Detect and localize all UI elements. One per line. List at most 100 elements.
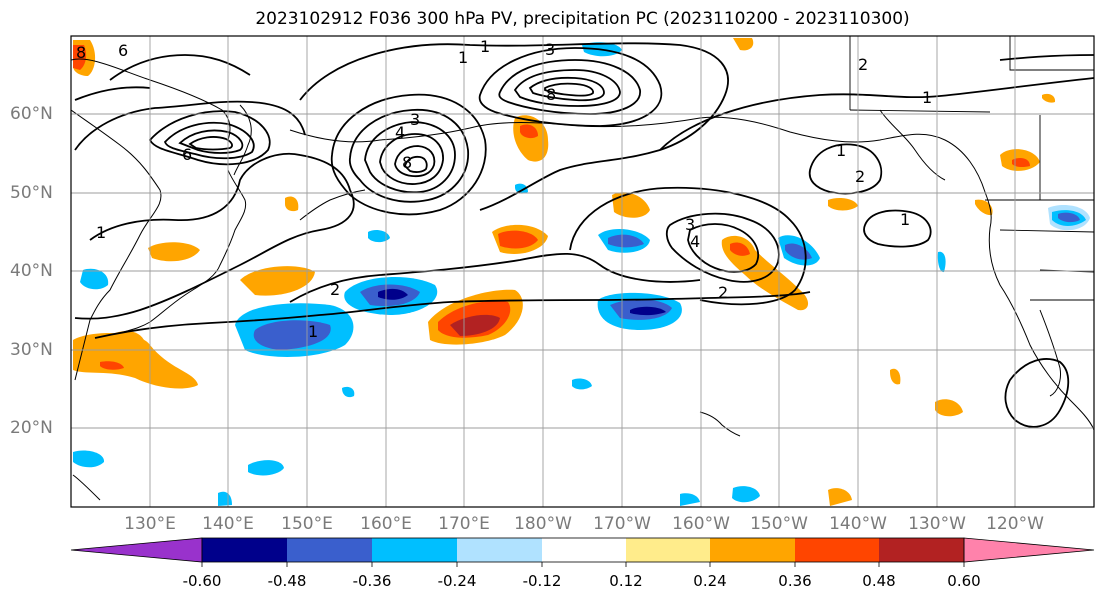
colorbar-box xyxy=(879,538,964,562)
colorbar-tick-label: -0.60 xyxy=(182,572,222,590)
shade-neg xyxy=(248,460,284,476)
contour-label: 1 xyxy=(308,322,318,341)
colorbar-tick-label: 0.60 xyxy=(947,572,981,590)
shade-neg xyxy=(630,306,666,316)
lat-label: 40°N xyxy=(10,261,53,281)
shade-pos xyxy=(285,196,299,212)
shade-pos xyxy=(100,361,124,370)
colorbar-box xyxy=(202,538,287,562)
shade-neg xyxy=(937,251,946,273)
shade-pos xyxy=(240,266,315,296)
shade-pos xyxy=(612,192,650,218)
shade-pos xyxy=(520,124,538,139)
shade-pos xyxy=(935,399,963,417)
shade-pos xyxy=(975,199,993,216)
contour-label: 8 xyxy=(402,153,412,172)
lon-label: 160°E xyxy=(360,514,412,534)
contour-label: 3 xyxy=(410,110,420,129)
precip-shading xyxy=(73,38,1090,506)
colorbar-tick-label: -0.12 xyxy=(522,572,562,590)
lon-label: 140°W xyxy=(829,514,887,534)
shade-neg xyxy=(253,320,331,350)
colorbar-box xyxy=(710,538,795,562)
contour-label: 8 xyxy=(76,43,86,62)
lat-label: 20°N xyxy=(10,418,53,438)
colorbar-extend-high xyxy=(963,537,1095,563)
shade-pos xyxy=(73,333,198,389)
contour-label: 6 xyxy=(118,41,128,60)
pv-contours xyxy=(74,42,1094,428)
colorbar-extend-low xyxy=(70,537,203,563)
lat-label: 30°N xyxy=(10,340,53,360)
contour-label: 3 xyxy=(685,215,695,234)
lon-label: 170°W xyxy=(593,514,651,534)
contour-label: 2 xyxy=(718,283,728,302)
colorbar-box xyxy=(287,538,372,562)
shade-pos xyxy=(110,330,145,349)
shade-pos xyxy=(450,314,500,336)
gridlines xyxy=(71,36,1094,507)
shade-neg xyxy=(608,234,644,248)
map-frame xyxy=(70,35,1095,508)
colorbar-tick-label: -0.48 xyxy=(267,572,307,590)
shade-pos xyxy=(1042,93,1056,103)
shade-pos xyxy=(828,198,858,211)
shade-neg xyxy=(515,183,528,194)
colorbar-tick-label: 0.24 xyxy=(693,572,727,590)
shade-neg xyxy=(342,386,355,398)
shade-neg xyxy=(218,491,232,506)
colorbar-tick-label: 0.48 xyxy=(862,572,896,590)
lon-label: 120°W xyxy=(986,514,1044,534)
contour-label: 1 xyxy=(922,88,932,107)
shade-pos xyxy=(498,230,538,249)
shade-pos xyxy=(73,45,87,70)
lon-label: 130°E xyxy=(124,514,176,534)
shade-neg xyxy=(73,450,105,468)
contour-label: 1 xyxy=(900,210,910,229)
colorbar-box xyxy=(626,538,710,562)
lat-label: 50°N xyxy=(10,183,53,203)
lon-label: 160°W xyxy=(672,514,730,534)
shade-neg xyxy=(1058,212,1080,223)
shade-neg xyxy=(572,378,592,390)
contour-label: 2 xyxy=(330,280,340,299)
shade-neg xyxy=(368,230,390,243)
colorbar-box xyxy=(795,538,879,562)
contour-label: 1 xyxy=(836,141,846,160)
colorbar-tick-label: 0.36 xyxy=(778,572,812,590)
shade-neg xyxy=(80,268,109,290)
shade-pos xyxy=(733,38,754,51)
shade-pos xyxy=(148,242,200,262)
colorbar-box xyxy=(457,538,542,562)
colorbar-tick-label: 0.12 xyxy=(609,572,643,590)
lon-label: 150°W xyxy=(750,514,808,534)
contour-label: 6 xyxy=(182,145,192,164)
map-title: 2023102912 F036 300 hPa PV, precipitatio… xyxy=(255,9,910,29)
shade-neg xyxy=(680,493,700,506)
colorbar xyxy=(70,537,1095,567)
contour-label: 4 xyxy=(690,232,700,251)
shade-pos xyxy=(890,368,901,385)
lon-label: 150°E xyxy=(281,514,333,534)
colorbar-outline xyxy=(201,537,965,563)
lon-label: 130°W xyxy=(908,514,966,534)
contour-label: 2 xyxy=(855,167,865,186)
borders xyxy=(849,36,1094,301)
shade-neg xyxy=(378,288,408,300)
contour-label: 1 xyxy=(458,48,468,67)
colorbar-box xyxy=(542,538,626,562)
lon-label: 140°E xyxy=(202,514,254,534)
shade-neg xyxy=(732,486,760,503)
lat-label: 60°N xyxy=(10,104,53,124)
contour-label: 3 xyxy=(545,40,555,59)
colorbar-tick-label: -0.24 xyxy=(437,572,477,590)
colorbar-tick-label: -0.36 xyxy=(352,572,392,590)
contour-label: 4 xyxy=(395,123,405,142)
contour-label: 1 xyxy=(480,37,490,56)
shade-pos xyxy=(730,242,750,256)
contour-labels: 1 1 1 1 1 1 1 2 2 2 2 3 3 3 4 4 6 6 8 8 … xyxy=(76,37,932,341)
shade-pos xyxy=(1012,158,1030,168)
contour-label: 1 xyxy=(96,223,106,242)
shade-pos xyxy=(828,488,852,506)
